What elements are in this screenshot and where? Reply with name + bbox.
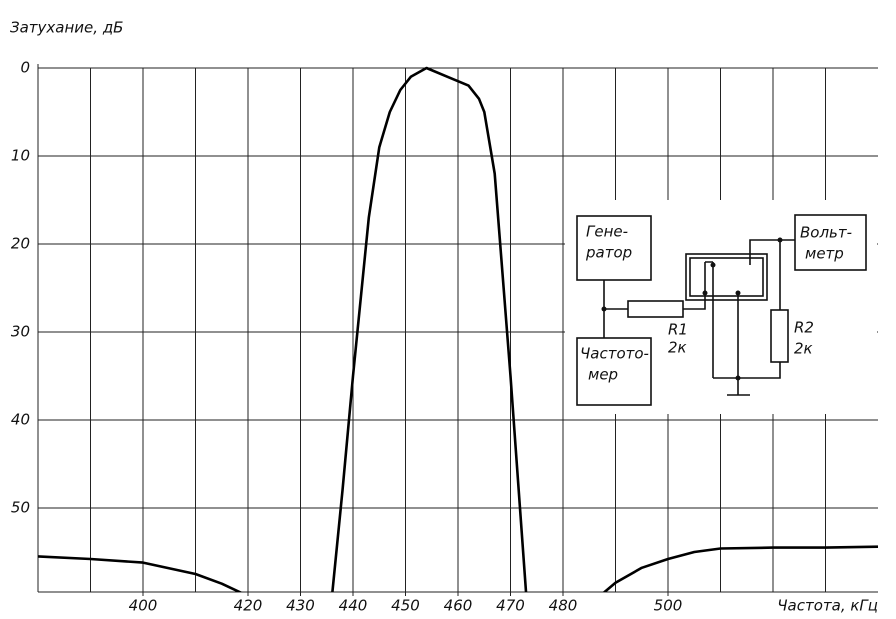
meter-box xyxy=(576,337,652,406)
y-tick-label: 50 xyxy=(11,499,30,517)
r1-label: 2к xyxy=(668,339,687,357)
x-tick-label: 420 xyxy=(234,597,263,615)
y-tick-label: 30 xyxy=(11,323,30,341)
x-tick-label: 470 xyxy=(496,597,525,615)
x-tick-label: 500 xyxy=(654,597,683,615)
voltmeter-label: Вольт- xyxy=(800,224,852,242)
meter-label: мер xyxy=(588,366,618,384)
generator-label: ратор xyxy=(585,244,632,262)
node xyxy=(601,306,607,312)
shield-outer xyxy=(685,253,768,301)
x-tick-label: 430 xyxy=(286,597,315,615)
y-axis-label: Затухание, дБ xyxy=(10,19,123,37)
node xyxy=(735,375,741,381)
r2-label: 2к xyxy=(794,340,813,358)
node xyxy=(777,237,783,243)
schematic: Гене- ратор Частото- мер Вольт- метр R1 … xyxy=(576,214,867,406)
x-tick-label: 460 xyxy=(444,597,473,615)
y-tick-label: 40 xyxy=(11,411,30,429)
shield-inner xyxy=(689,257,764,297)
x-tick-label: 450 xyxy=(391,597,420,615)
voltmeter-box xyxy=(794,214,867,271)
x-tick-label: 480 xyxy=(549,597,578,615)
generator-box xyxy=(576,215,652,281)
y-tick-label: 0 xyxy=(20,59,30,77)
x-tick-label: 400 xyxy=(129,597,158,615)
r2 xyxy=(770,309,789,363)
x-tick-label: 440 xyxy=(339,597,368,615)
node xyxy=(702,290,708,296)
x-axis-label: Частота, кГц xyxy=(777,597,878,615)
y-tick-label: 10 xyxy=(11,147,30,165)
node xyxy=(735,290,741,296)
r1 xyxy=(627,300,684,318)
curve xyxy=(38,66,878,592)
r2-label: R2 xyxy=(794,319,814,337)
voltmeter-label: метр xyxy=(805,245,844,263)
y-tick-label: 20 xyxy=(11,235,30,253)
node xyxy=(710,262,716,268)
meter-label: Частото- xyxy=(580,345,649,363)
r1-label: R1 xyxy=(668,321,688,339)
generator-label: Гене- xyxy=(586,223,628,241)
